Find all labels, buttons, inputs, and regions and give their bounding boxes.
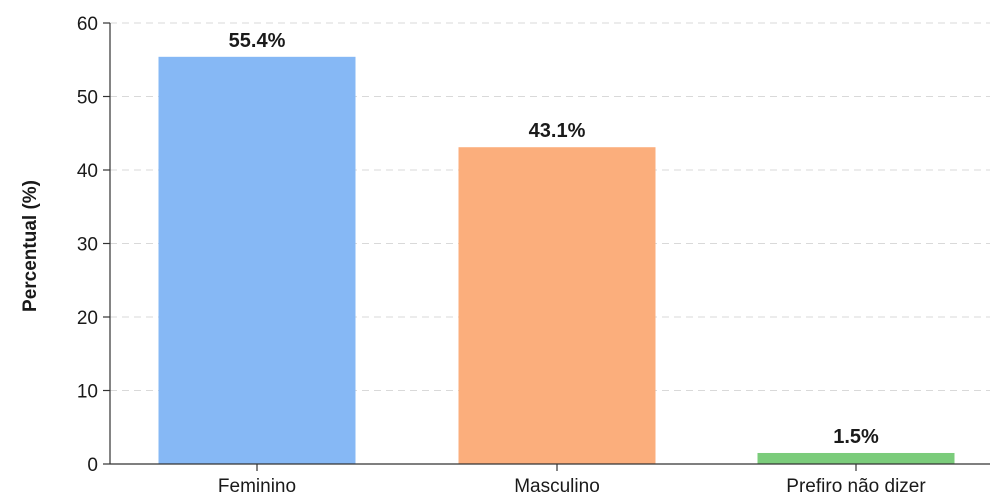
y-tick-label: 60 (77, 14, 98, 35)
y-tick-label: 30 (77, 235, 98, 256)
bar-value-label: 43.1% (529, 120, 586, 142)
y-axis-title: Percentual (%) (20, 180, 41, 312)
y-tick-label: 50 (77, 88, 98, 109)
bars (159, 57, 955, 464)
x-tick-label: Prefiro não dizer (786, 476, 926, 496)
y-tick-label: 0 (87, 455, 98, 476)
y-tick-label: 10 (77, 382, 98, 403)
bar-value-label: 55.4% (229, 30, 286, 52)
y-tick-label: 40 (77, 161, 98, 182)
bar-feminino (159, 57, 356, 464)
x-tick-label: Masculino (514, 476, 600, 496)
x-tick-label: Feminino (218, 476, 296, 496)
bar-masculino (459, 147, 656, 464)
y-tick-label: 20 (77, 308, 98, 329)
bar-value-label: 1.5% (833, 426, 879, 448)
bar-prefiro-n-o-dizer (758, 453, 955, 464)
